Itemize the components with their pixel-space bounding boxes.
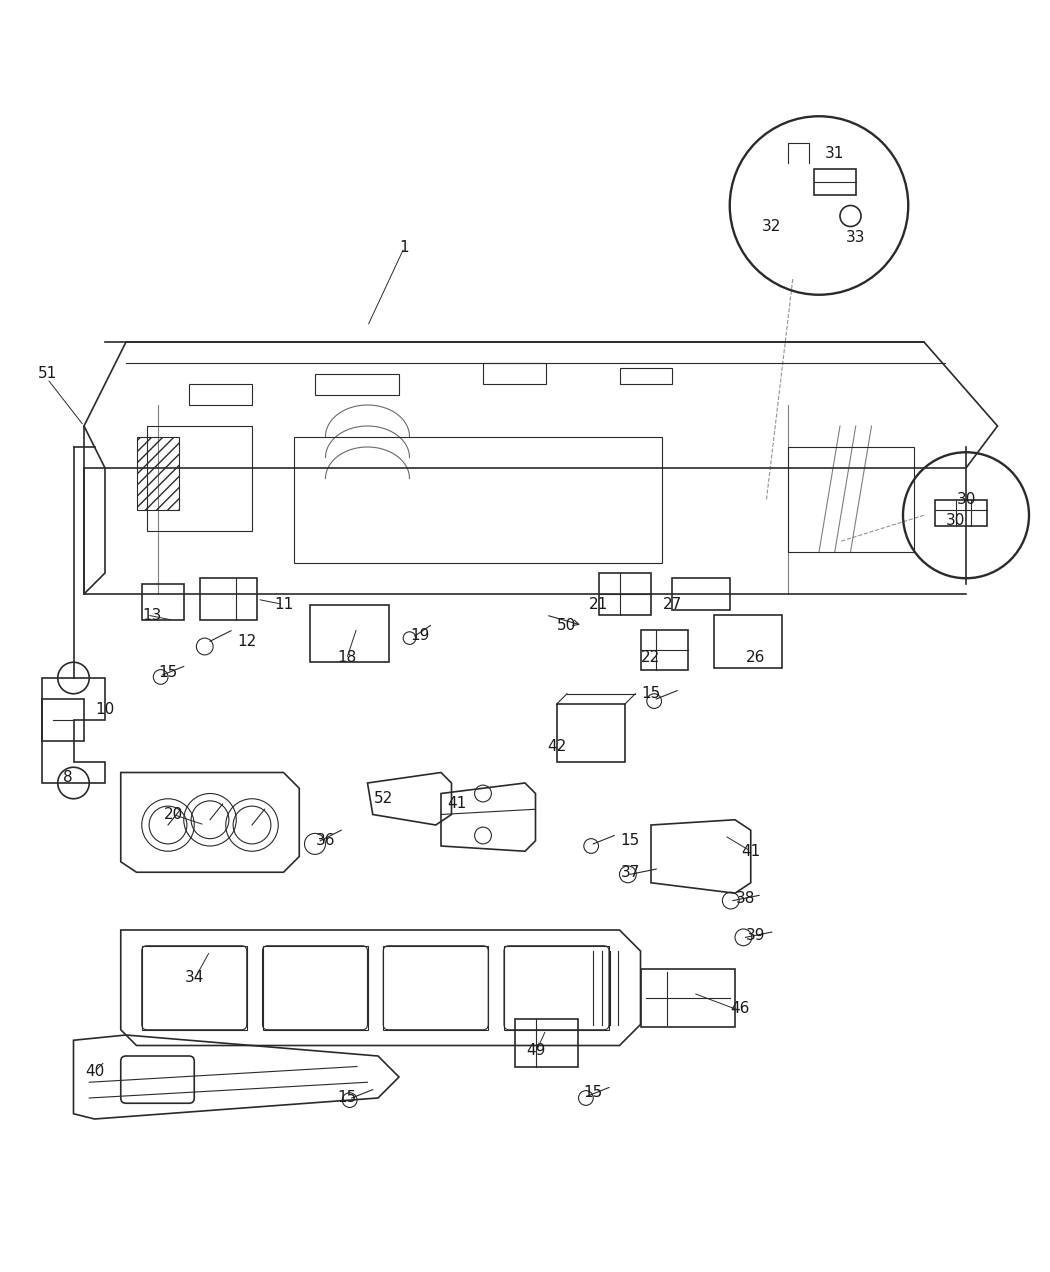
Text: 11: 11 [274, 597, 293, 612]
Bar [383, 946, 488, 1030]
Text: 18: 18 [337, 650, 356, 664]
Text: 39: 39 [747, 927, 765, 943]
Text: 19: 19 [411, 628, 429, 644]
Text: 10: 10 [96, 702, 114, 717]
Bar [147, 426, 252, 530]
Bar [598, 572, 651, 614]
Bar [934, 500, 987, 525]
Text: 40: 40 [85, 1065, 104, 1079]
Bar [200, 579, 257, 621]
Text: 13: 13 [143, 608, 162, 622]
Text: 41: 41 [447, 796, 466, 812]
Bar [556, 705, 625, 762]
Bar [620, 369, 672, 384]
Text: 34: 34 [185, 969, 204, 985]
Text: 15: 15 [584, 1085, 603, 1100]
Bar [310, 604, 388, 663]
Text: 30: 30 [957, 492, 975, 508]
Bar [504, 946, 609, 1030]
Text: 15: 15 [337, 1090, 356, 1105]
Text: 52: 52 [374, 791, 393, 806]
Bar [42, 700, 84, 742]
Text: 33: 33 [846, 229, 865, 244]
Text: 37: 37 [621, 865, 639, 880]
Bar [640, 969, 735, 1027]
Bar [814, 169, 856, 195]
Text: 32: 32 [762, 219, 781, 234]
Text: 51: 51 [38, 366, 57, 382]
Text: 1: 1 [399, 240, 410, 254]
Bar [640, 630, 688, 669]
Text: 15: 15 [642, 687, 660, 701]
Bar [294, 436, 662, 562]
Text: 41: 41 [741, 843, 760, 859]
Bar [672, 579, 730, 609]
Text: 20: 20 [164, 806, 183, 822]
Text: 8: 8 [63, 771, 74, 785]
Text: 42: 42 [547, 739, 566, 754]
Text: 46: 46 [731, 1001, 750, 1016]
Text: 31: 31 [825, 145, 844, 160]
Text: 21: 21 [589, 597, 608, 612]
Bar [189, 384, 252, 404]
Text: 26: 26 [747, 650, 765, 664]
Text: 15: 15 [621, 833, 639, 848]
Text: 15: 15 [159, 665, 177, 681]
Bar [262, 946, 368, 1030]
Bar [142, 584, 184, 621]
Bar [714, 614, 782, 668]
Bar [483, 363, 546, 384]
Text: 12: 12 [237, 633, 256, 649]
Text: 27: 27 [663, 597, 681, 612]
Bar [142, 946, 247, 1030]
Bar [136, 436, 178, 510]
Bar [788, 446, 914, 552]
Text: 22: 22 [642, 650, 660, 664]
Text: 49: 49 [526, 1043, 545, 1058]
Text: 50: 50 [558, 618, 576, 633]
Bar [514, 1019, 578, 1066]
Text: 36: 36 [316, 833, 335, 848]
Bar [315, 374, 399, 394]
Text: 38: 38 [736, 890, 755, 906]
Text: 30: 30 [946, 513, 965, 528]
